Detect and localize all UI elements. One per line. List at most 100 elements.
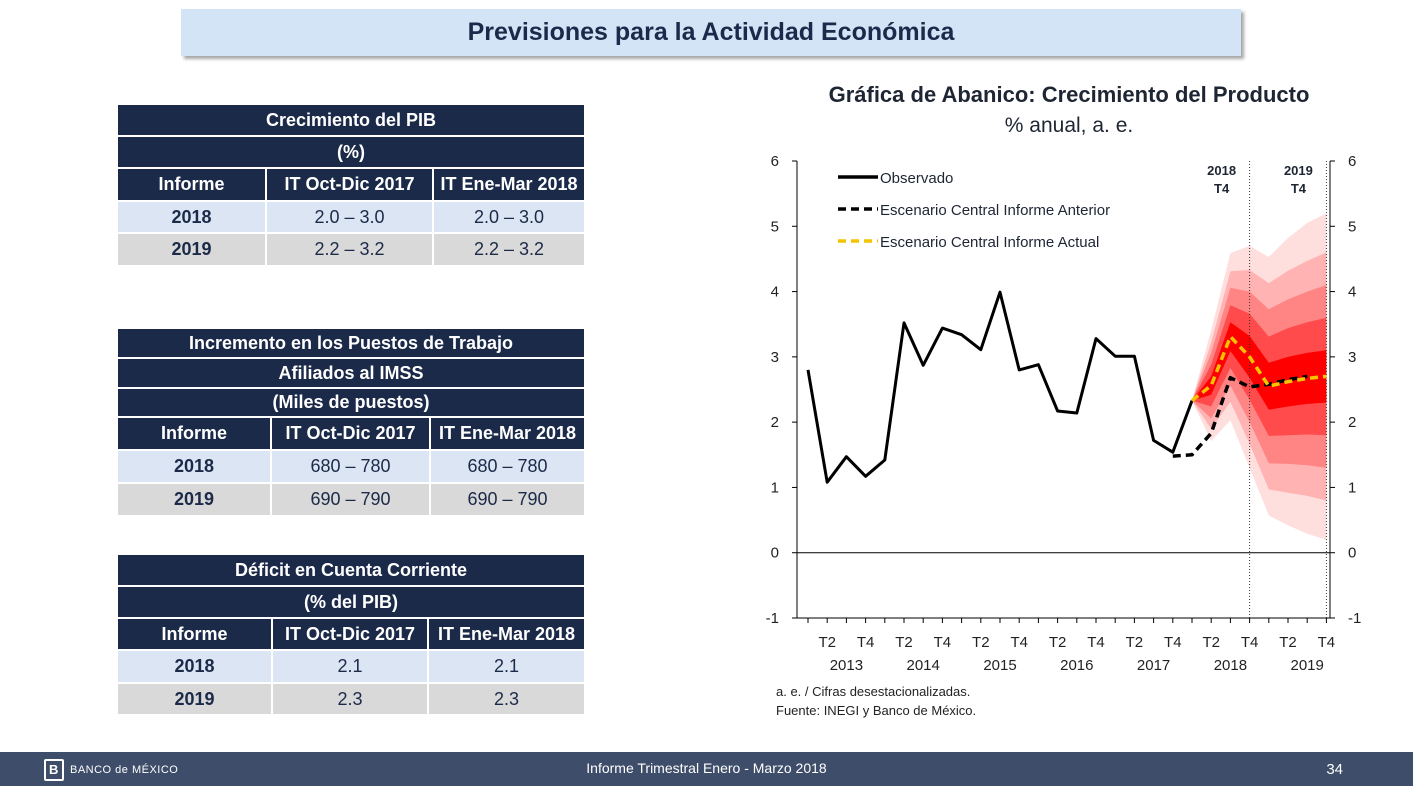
forecast-marker-year: 2018 (1207, 163, 1236, 178)
forecast-marker-year: 2019 (1284, 163, 1313, 178)
x-year-label: 2016 (1060, 657, 1093, 674)
y-tick-label-right: 0 (1348, 545, 1356, 562)
x-tick-label: T2 (1126, 634, 1144, 651)
fan-chart-svg: -1 -1 0 0 1 1 2 2 3 3 4 4 5 5 6 6 T2 T4 T2 T4 T2 T4 T2 T4 T2 T4 T2… (766, 153, 1362, 674)
table-row: 2019 2.3 2.3 (116, 682, 586, 716)
row-year: 2019 (116, 482, 272, 517)
x-year-label: 2014 (907, 657, 940, 674)
cell-value: 690 – 790 (428, 482, 587, 517)
table-row: 2019 690 – 790 690 – 790 (116, 482, 587, 517)
bank-logo-text: BANCO de MÉXICO (70, 764, 179, 776)
legend-label: Observado (880, 170, 953, 187)
row-year: 2019 (116, 232, 267, 267)
y-tick-label-right: 3 (1348, 349, 1356, 366)
x-tick-label: T2 (895, 634, 913, 651)
table-title: Crecimiento del PIB (115, 103, 587, 137)
bank-logo-icon: B (44, 759, 64, 781)
cell-value: 2.1 (271, 649, 429, 684)
page-number: 34 (1326, 761, 1343, 778)
cell-value: 690 – 790 (270, 482, 431, 517)
col-header-oct-dic: IT Oct-Dic 2017 (270, 416, 431, 451)
x-tick-label: T4 (934, 634, 952, 651)
cell-value: 2.0 – 3.0 (431, 200, 587, 234)
x-tick-label: T4 (1318, 634, 1336, 651)
table-current-account: Déficit en Cuenta Corriente (% del PIB) … (116, 553, 586, 716)
y-tick-label-right: 4 (1348, 284, 1356, 301)
table-gdp-growth: Crecimiento del PIB (%) Informe IT Oct-D… (115, 103, 587, 267)
col-header-ene-mar: IT Ene-Mar 2018 (427, 617, 586, 651)
row-year: 2018 (116, 449, 272, 484)
y-tick-label-left: 2 (771, 414, 779, 431)
table-subtitle: (%) (115, 135, 587, 169)
fan-chart: -1 -1 0 0 1 1 2 2 3 3 4 4 5 5 6 6 T2 T4 T2 T4 T2 T4 T2 T4 T2 T4 T2… (740, 80, 1400, 730)
cell-value: 680 – 780 (270, 449, 431, 484)
y-tick-label-left: 6 (771, 153, 779, 170)
cell-value: 2.1 (427, 649, 586, 684)
x-year-label: 2017 (1137, 657, 1170, 674)
y-tick-label-right: -1 (1348, 610, 1361, 627)
cell-value: 2.3 (271, 682, 429, 716)
y-tick-label-left: 4 (771, 284, 779, 301)
forecast-marker-quarter: T4 (1291, 181, 1307, 196)
y-tick-label-left: 3 (771, 349, 779, 366)
slide-title: Previsiones para la Actividad Económica (181, 9, 1241, 56)
x-tick-label: T2 (1049, 634, 1067, 651)
table-subtitle: (Miles de puestos) (115, 387, 587, 418)
y-tick-label-right: 6 (1348, 153, 1356, 170)
y-tick-label-right: 1 (1348, 479, 1356, 496)
x-tick-label: T2 (818, 634, 836, 651)
table-title: Incremento en los Puestos de Trabajo (115, 327, 587, 359)
cell-value: 2.3 (427, 682, 586, 716)
legend-label: Escenario Central Informe Actual (880, 234, 1099, 251)
y-tick-label-left: 1 (771, 479, 779, 496)
col-header-oct-dic: IT Oct-Dic 2017 (265, 167, 434, 202)
table-row: 2018 2.0 – 3.0 2.0 – 3.0 (116, 200, 587, 234)
cell-value: 2.2 – 3.2 (265, 232, 434, 267)
row-year: 2018 (116, 649, 273, 684)
chart-title: Gráfica de Abanico: Crecimiento del Prod… (828, 82, 1310, 107)
x-tick-label: T4 (857, 634, 875, 651)
chart-source: Fuente: INEGI y Banco de México. (776, 703, 977, 718)
col-header-oct-dic: IT Oct-Dic 2017 (271, 617, 429, 651)
x-tick-label: T2 (1279, 634, 1297, 651)
x-tick-label: T4 (1164, 634, 1182, 651)
x-year-label: 2013 (830, 657, 863, 674)
series-line (1172, 374, 1308, 458)
x-tick-label: T4 (1241, 634, 1259, 651)
footer-report-title: Informe Trimestral Enero - Marzo 2018 (586, 760, 827, 776)
cell-value: 2.2 – 3.2 (431, 232, 587, 267)
col-header-informe: Informe (116, 617, 273, 651)
cell-value: 680 – 780 (428, 449, 587, 484)
legend-label: Escenario Central Informe Anterior (880, 202, 1110, 219)
table-subtitle: (% del PIB) (116, 585, 586, 619)
series-line (1190, 334, 1327, 402)
col-header-ene-mar: IT Ene-Mar 2018 (428, 416, 587, 451)
table-title: Déficit en Cuenta Corriente (116, 553, 586, 587)
table-title-line2: Afiliados al IMSS (115, 357, 587, 389)
bank-logo: B BANCO de MÉXICO (44, 759, 178, 781)
x-year-label: 2018 (1214, 657, 1247, 674)
table-row: 2018 2.1 2.1 (116, 649, 586, 684)
row-year: 2018 (116, 200, 267, 234)
x-year-label: 2019 (1291, 657, 1324, 674)
table-row: 2019 2.2 – 3.2 2.2 – 3.2 (116, 232, 587, 267)
series-line (806, 290, 1194, 484)
cell-value: 2.0 – 3.0 (265, 200, 434, 234)
col-header-informe: Informe (116, 416, 272, 451)
x-tick-label: T2 (1202, 634, 1220, 651)
chart-subtitle: % anual, a. e. (1004, 114, 1134, 137)
forecast-marker-quarter: T4 (1214, 181, 1230, 196)
y-tick-label-right: 2 (1348, 414, 1356, 431)
footer-bar: B BANCO de MÉXICO Informe Trimestral Ene… (0, 752, 1413, 786)
x-tick-label: T2 (972, 634, 990, 651)
x-tick-label: T4 (1010, 634, 1028, 651)
table-jobs: Incremento en los Puestos de Trabajo Afi… (115, 327, 587, 517)
y-tick-label-left: -1 (766, 610, 779, 627)
y-tick-label-left: 5 (771, 218, 779, 235)
table-row: 2018 680 – 780 680 – 780 (116, 449, 587, 484)
x-tick-label: T4 (1087, 634, 1105, 651)
y-tick-label-right: 5 (1348, 218, 1356, 235)
col-header-ene-mar: IT Ene-Mar 2018 (431, 167, 587, 202)
col-header-informe: Informe (116, 167, 267, 202)
row-year: 2019 (116, 682, 273, 716)
